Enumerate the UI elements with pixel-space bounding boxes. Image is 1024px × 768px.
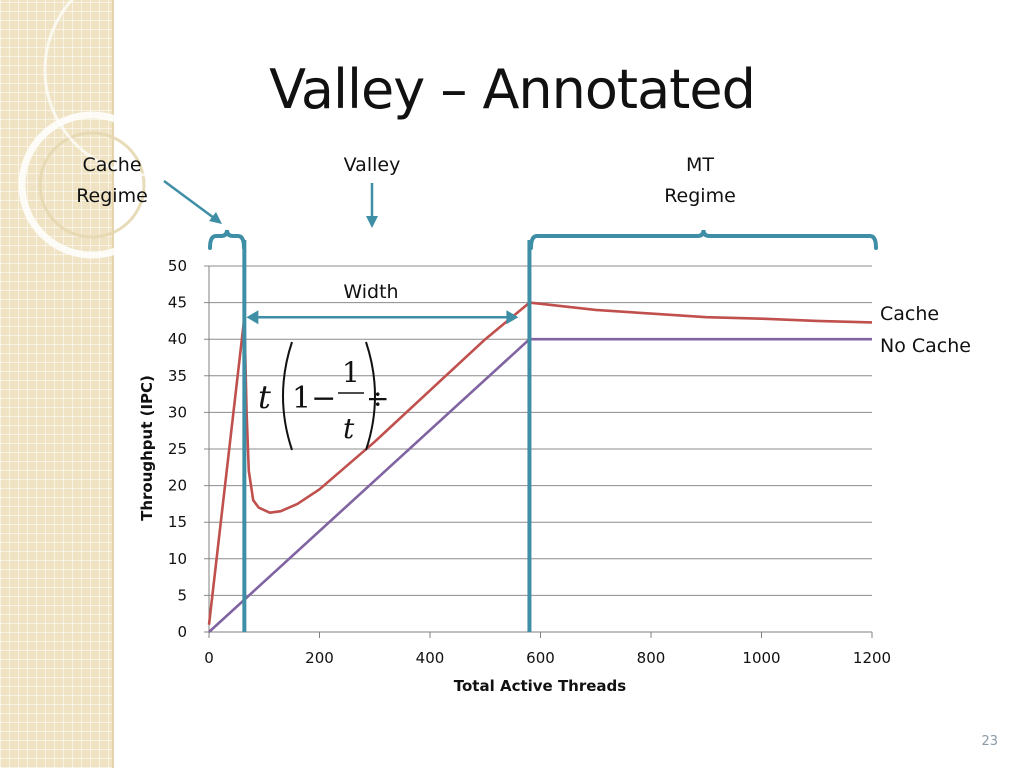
y-tick-label-20: 20	[168, 477, 187, 495]
annotation-valley: Valley	[343, 154, 401, 176]
chart-gridlines	[204, 265, 872, 633]
x-tick-label-800: 800	[637, 649, 666, 667]
width-arrow-head-right	[506, 310, 519, 325]
legend-no-cache: No Cache	[880, 335, 971, 357]
y-tick-label-30: 30	[168, 403, 187, 421]
y-tick-label-40: 40	[168, 330, 187, 348]
formula: t 1− 1 t ÷	[258, 341, 389, 451]
svg-text:t: t	[343, 412, 355, 445]
x-tick-label-1200: 1200	[853, 649, 891, 667]
cache-regime-bracket	[208, 229, 246, 250]
annotation-mt-regime-line1: MT	[686, 154, 714, 176]
y-axis-label: Throughput (IPC)	[138, 375, 156, 521]
y-tick-label-5: 5	[177, 586, 187, 604]
decorative-circles	[18, 0, 257, 259]
svg-text:÷: ÷	[366, 382, 389, 415]
svg-text:1: 1	[342, 356, 360, 389]
x-axis-label: Total Active Threads	[454, 677, 627, 695]
annotation-cache-regime: Cache Regime	[62, 150, 162, 212]
valley-arrow-head	[366, 216, 378, 228]
cache-regime-arrow-line	[163, 179, 215, 220]
svg-text:t: t	[258, 378, 271, 416]
slide-title: Valley – Annotated	[269, 58, 756, 121]
x-tick-label-200: 200	[305, 649, 334, 667]
y-tick-label-10: 10	[168, 550, 187, 568]
x-tick-label-1000: 1000	[742, 649, 780, 667]
y-tick-label-0: 0	[177, 623, 187, 641]
legend-cache: Cache	[880, 303, 940, 325]
annotation-mt-regime-line2: Regime	[664, 185, 736, 207]
mt-regime-bracket	[529, 229, 878, 250]
y-tick-label-45: 45	[168, 294, 187, 312]
series-line-cache	[207, 301, 873, 625]
y-tick-label-15: 15	[168, 513, 187, 531]
y-tick-label-35: 35	[168, 367, 187, 385]
y-tick-label-25: 25	[168, 440, 187, 458]
x-tick-label-0: 0	[204, 649, 214, 667]
chart-series	[207, 301, 873, 633]
svg-text:1−: 1−	[292, 381, 336, 416]
width-arrow-head-left	[246, 310, 259, 325]
cache-regime-arrow-head	[209, 212, 222, 224]
slide-number: 23	[981, 734, 998, 749]
annotation-cache-regime-line2: Regime	[76, 185, 148, 207]
width-label: Width	[343, 281, 398, 303]
x-tick-label-600: 600	[526, 649, 555, 667]
x-tick-label-400: 400	[416, 649, 445, 667]
chart-axes: 0 5 10 15 20 25 30 35 40 45 50 0 200 400 600 800 1000 120…	[168, 257, 891, 667]
annotation-mt-regime: MT Regime	[650, 150, 750, 212]
chart-annotations	[163, 179, 878, 632]
annotation-cache-regime-line1: Cache	[82, 154, 142, 176]
y-tick-label-50: 50	[168, 257, 187, 275]
